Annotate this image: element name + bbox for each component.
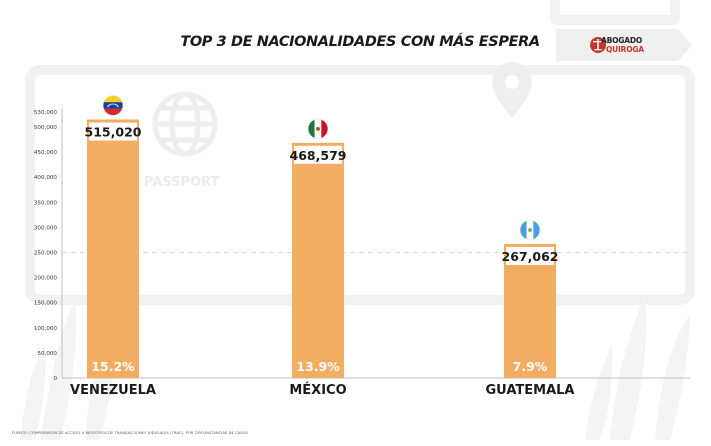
y-tick-label: 50,000 [37, 351, 57, 357]
x-tick-label: MÉXICO [289, 382, 346, 398]
y-tick-label: 250,000 [34, 251, 58, 257]
y-tick-label: 300,000 [34, 225, 58, 231]
data-label-background [89, 122, 137, 141]
y-tick-label: 400,000 [34, 175, 58, 181]
scales-logo-icon [590, 37, 606, 53]
x-tick-label: VENEZUELA [70, 383, 156, 398]
y-tick-label: 100,000 [34, 326, 58, 332]
percent-label: 15.2% [91, 359, 135, 374]
venezuela-flag-icon [102, 95, 124, 116]
bar [292, 142, 344, 378]
logo-badge [556, 29, 692, 61]
y-tick-label: 350,000 [34, 200, 58, 206]
logo-text-line2: QUIROGA [606, 45, 644, 54]
mexico-flag-icon [307, 118, 329, 140]
y-tick-label: 150,000 [34, 301, 58, 307]
y-tick-label: 500,000 [34, 125, 58, 131]
chart-title: TOP 3 DE NACIONALIDADES CON MÁS ESPERA [180, 34, 540, 50]
x-tick-label: GUATEMALA [486, 383, 575, 398]
bar [504, 243, 556, 378]
logo-text-line1: ABOGADO [601, 36, 643, 45]
percent-label: 7.9% [513, 359, 548, 374]
data-label: 468,579 [290, 148, 347, 163]
data-label-background [294, 145, 342, 164]
globe-icon [152, 91, 218, 157]
passport-watermark: PASSPORT [144, 175, 220, 190]
data-label: 267,062 [502, 249, 559, 264]
source-note: FUENTE: COMPRENSIÓN DE ACCESO A REGISTRO… [12, 431, 248, 435]
percent-label: 13.9% [296, 359, 340, 374]
location-pin-icon [492, 62, 532, 118]
bar [87, 119, 139, 379]
y-tick-label: 200,000 [34, 276, 58, 282]
y-tick-label: 0 [53, 376, 57, 382]
y-tick-label: 450,000 [34, 150, 58, 156]
guatemala-flag-icon [519, 219, 541, 241]
data-label-background [506, 246, 554, 265]
y-tick-label: 530,000 [34, 110, 58, 116]
data-label: 515,020 [85, 125, 142, 140]
